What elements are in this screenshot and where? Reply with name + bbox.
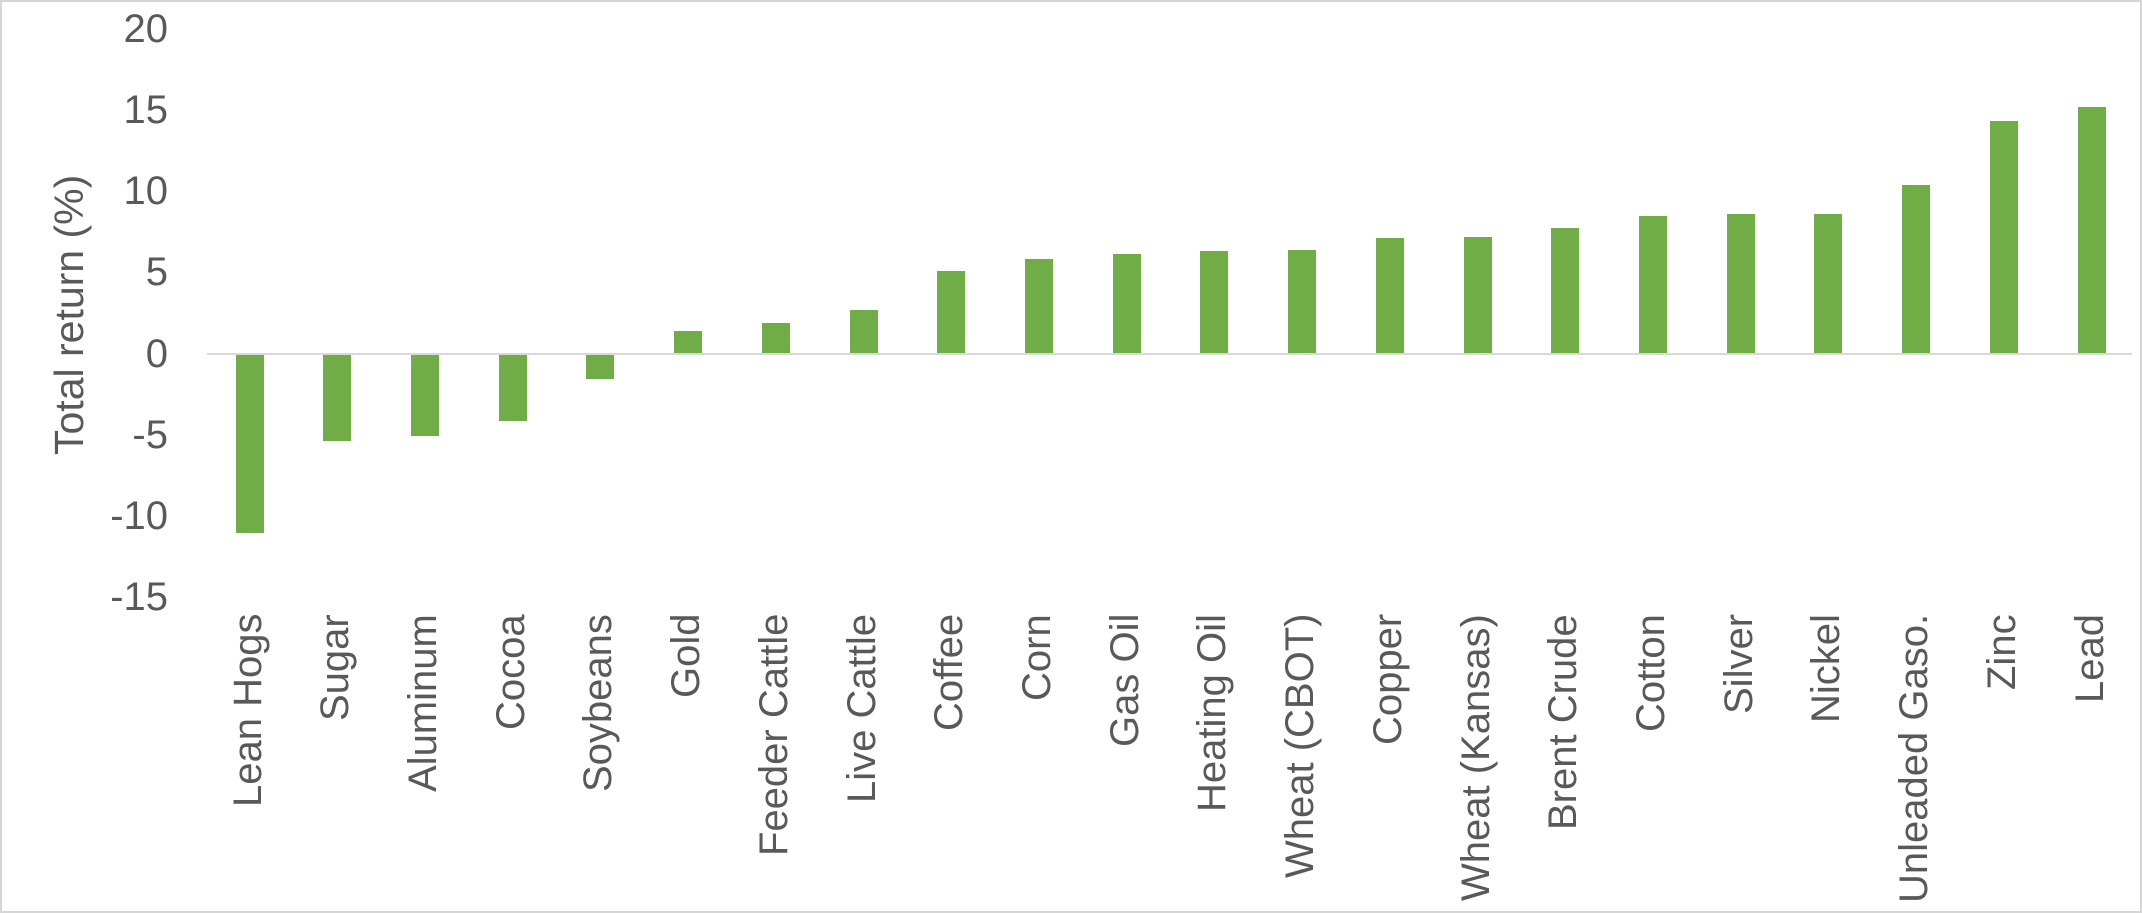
chart-bar-feeder-cattle bbox=[761, 322, 790, 354]
x-axis-label: Wheat (Kansas) bbox=[1453, 614, 1498, 901]
x-axis-label: Lean Hogs bbox=[225, 614, 270, 808]
chart-bar-soybeans bbox=[586, 354, 615, 379]
chart-bar-gold bbox=[674, 330, 703, 354]
chart-bar-gas-oil bbox=[1112, 254, 1141, 354]
y-axis-tick-label: 5 bbox=[145, 250, 168, 295]
x-axis-label: Unleaded Gaso. bbox=[1892, 614, 1937, 904]
chart-bar-sugar bbox=[323, 354, 352, 441]
x-axis-label: Nickel bbox=[1804, 614, 1849, 723]
x-axis-label: Wheat (CBOT) bbox=[1278, 614, 1323, 879]
x-axis-label: Cotton bbox=[1629, 614, 1674, 732]
y-axis-tick-label: 10 bbox=[123, 169, 169, 214]
chart-bar-silver bbox=[1726, 213, 1755, 354]
chart-bar-nickel bbox=[1814, 213, 1843, 354]
chart-bar-copper bbox=[1375, 238, 1404, 354]
y-axis-tick-label: -15 bbox=[110, 575, 168, 620]
x-axis-label: Zinc bbox=[1979, 614, 2024, 690]
y-axis-tick-label: 0 bbox=[145, 331, 168, 376]
chart-bar-wheat-kansas bbox=[1463, 236, 1492, 354]
x-axis-label: Corn bbox=[1014, 614, 1059, 701]
chart-bar-live-cattle bbox=[849, 309, 878, 354]
x-axis-label: Cocoa bbox=[488, 614, 533, 730]
x-axis-label: Aluminum bbox=[400, 614, 445, 792]
x-axis-label: Coffee bbox=[927, 614, 972, 732]
x-axis-label: Heating Oil bbox=[1190, 614, 1235, 812]
chart-bar-zinc bbox=[1989, 121, 2018, 354]
chart-bar-coffee bbox=[937, 270, 966, 354]
x-axis-label: Feeder Cattle bbox=[751, 614, 796, 857]
chart-bar-lead bbox=[2077, 106, 2106, 354]
y-axis-tick-label: -10 bbox=[110, 493, 168, 538]
x-axis-label: Silver bbox=[1716, 614, 1761, 715]
chart-bar-unleaded-gaso bbox=[1902, 184, 1931, 354]
chart-bar-cocoa bbox=[498, 354, 527, 422]
y-axis-tick-label: 15 bbox=[123, 87, 169, 132]
x-axis-label: Brent Crude bbox=[1541, 614, 1586, 830]
chart-bar-heating-oil bbox=[1200, 251, 1229, 354]
chart-bar-wheat-cbot bbox=[1288, 249, 1317, 354]
x-axis-label: Copper bbox=[1365, 614, 1410, 746]
y-axis-title: Total return (%) bbox=[46, 174, 92, 455]
y-axis-tick-label: -5 bbox=[132, 412, 168, 457]
chart-bar-lean-hogs bbox=[235, 354, 264, 534]
chart-bar-aluminum bbox=[410, 354, 439, 436]
chart-bar-brent-crude bbox=[1551, 228, 1580, 354]
x-axis-label: Sugar bbox=[313, 614, 358, 721]
chart-bar-corn bbox=[1024, 259, 1053, 354]
x-axis-label: Lead bbox=[2067, 614, 2112, 703]
y-axis-tick-label: 20 bbox=[123, 6, 169, 51]
x-axis-label: Live Cattle bbox=[839, 614, 884, 803]
chart-bar-cotton bbox=[1639, 215, 1668, 354]
x-axis-label: Soybeans bbox=[576, 614, 621, 792]
x-axis-line bbox=[207, 352, 2132, 355]
x-axis-label: Gas Oil bbox=[1102, 614, 1147, 748]
x-axis-label: Gold bbox=[664, 614, 709, 699]
